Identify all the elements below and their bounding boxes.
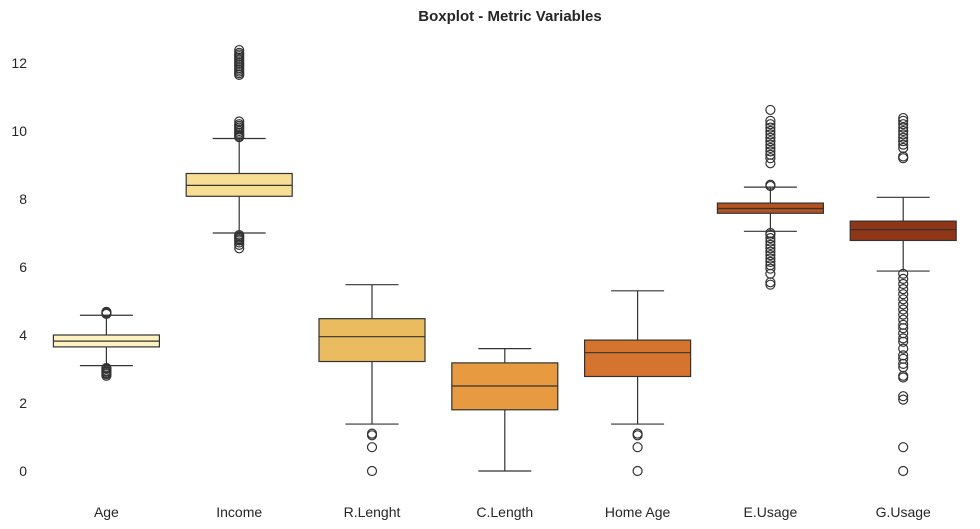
outlier-point [101, 362, 112, 374]
outlier-point [632, 428, 643, 439]
outlier-point [765, 179, 776, 190]
outlier-point [898, 112, 909, 124]
outlier-point [898, 129, 909, 140]
outlier-point [898, 289, 909, 300]
outlier-point [898, 350, 909, 361]
outlier-point [765, 153, 776, 164]
outlier-point [898, 319, 909, 330]
box-age [52, 306, 161, 381]
outlier-point [898, 273, 909, 284]
outlier-point [898, 119, 909, 130]
outlier-point [632, 465, 643, 477]
outlier-point [898, 314, 909, 325]
chart-title: Boxplot - Metric Variables [418, 8, 602, 25]
x-tick-label: Income [216, 504, 262, 520]
outlier-point [234, 47, 245, 58]
outlier-point [765, 125, 776, 137]
box-home-age [583, 290, 692, 477]
outlier-point [765, 104, 776, 116]
y-axis: 0 2 4 6 8 10 12 [11, 55, 27, 479]
outlier-point [101, 306, 112, 317]
box-g-usage [849, 112, 957, 477]
outlier-point [765, 256, 776, 267]
outlier-point [234, 229, 245, 241]
outlier-point [898, 333, 909, 344]
outlier-point [234, 44, 245, 56]
outlier-point [765, 243, 776, 254]
outlier-point [765, 132, 776, 143]
outlier-point [366, 428, 378, 439]
box-iqr [849, 220, 957, 242]
box-r-lenght [318, 284, 426, 477]
outlier-point [898, 278, 909, 290]
outlier-point [632, 442, 643, 453]
box-iqr [318, 318, 426, 363]
x-tick-label: G.Usage [876, 504, 931, 520]
box-iqr [583, 339, 692, 378]
outlier-point [898, 132, 909, 143]
outlier-point [765, 233, 776, 244]
outlier-point [898, 299, 909, 310]
outlier-point [765, 263, 776, 274]
outlier-point [898, 442, 909, 453]
outlier-point [765, 250, 776, 261]
outlier-point [898, 343, 909, 354]
outlier-point [898, 309, 909, 320]
boxes-layer [52, 44, 957, 477]
outlier-point [898, 304, 909, 315]
outlier-point [898, 125, 909, 137]
y-tick-label: 2 [19, 395, 27, 411]
outlier-point [765, 253, 776, 264]
y-tick-label: 6 [19, 259, 27, 275]
outlier-point [898, 142, 909, 154]
y-tick-label: 12 [11, 55, 27, 71]
x-tick-label: Age [94, 504, 119, 520]
outlier-point [898, 465, 909, 477]
outlier-point [898, 353, 909, 364]
outlier-point [234, 119, 245, 130]
outlier-point [765, 227, 776, 239]
outlier-point [898, 394, 909, 405]
box-e-usage [716, 104, 825, 290]
outlier-point [765, 139, 776, 150]
box-c-length [451, 348, 559, 472]
x-axis: Age Income R.Lenght C.Length Home Age E.Usage… [94, 504, 931, 520]
outlier-point [765, 129, 776, 140]
outlier-point [234, 116, 245, 127]
outlier-point [765, 149, 776, 160]
outlier-point [898, 136, 909, 147]
outlier-point [765, 246, 776, 257]
x-tick-label: R.Lenght [344, 504, 401, 520]
outlier-point [765, 142, 776, 154]
outlier-point [898, 391, 909, 402]
outlier-point [898, 284, 909, 295]
box-income [185, 44, 293, 254]
outlier-point [765, 122, 776, 133]
outlier-point [765, 239, 776, 250]
y-tick-label: 0 [19, 463, 27, 479]
outlier-point [765, 119, 776, 130]
y-tick-label: 8 [19, 191, 27, 207]
outlier-point [366, 442, 378, 453]
outlier-point [366, 465, 378, 477]
x-tick-label: E.Usage [744, 504, 798, 520]
outlier-point [765, 146, 776, 157]
x-tick-label: C.Length [476, 504, 533, 520]
outlier-point [765, 115, 776, 126]
outlier-point [898, 139, 909, 150]
outlier-point [898, 294, 909, 305]
outlier-point [765, 158, 776, 169]
y-tick-label: 4 [19, 327, 27, 343]
outlier-point [765, 260, 776, 271]
x-tick-label: Home Age [605, 504, 671, 520]
outlier-point [898, 268, 909, 279]
outlier-point [765, 136, 776, 147]
y-tick-label: 10 [11, 123, 27, 139]
outlier-point [898, 115, 909, 126]
